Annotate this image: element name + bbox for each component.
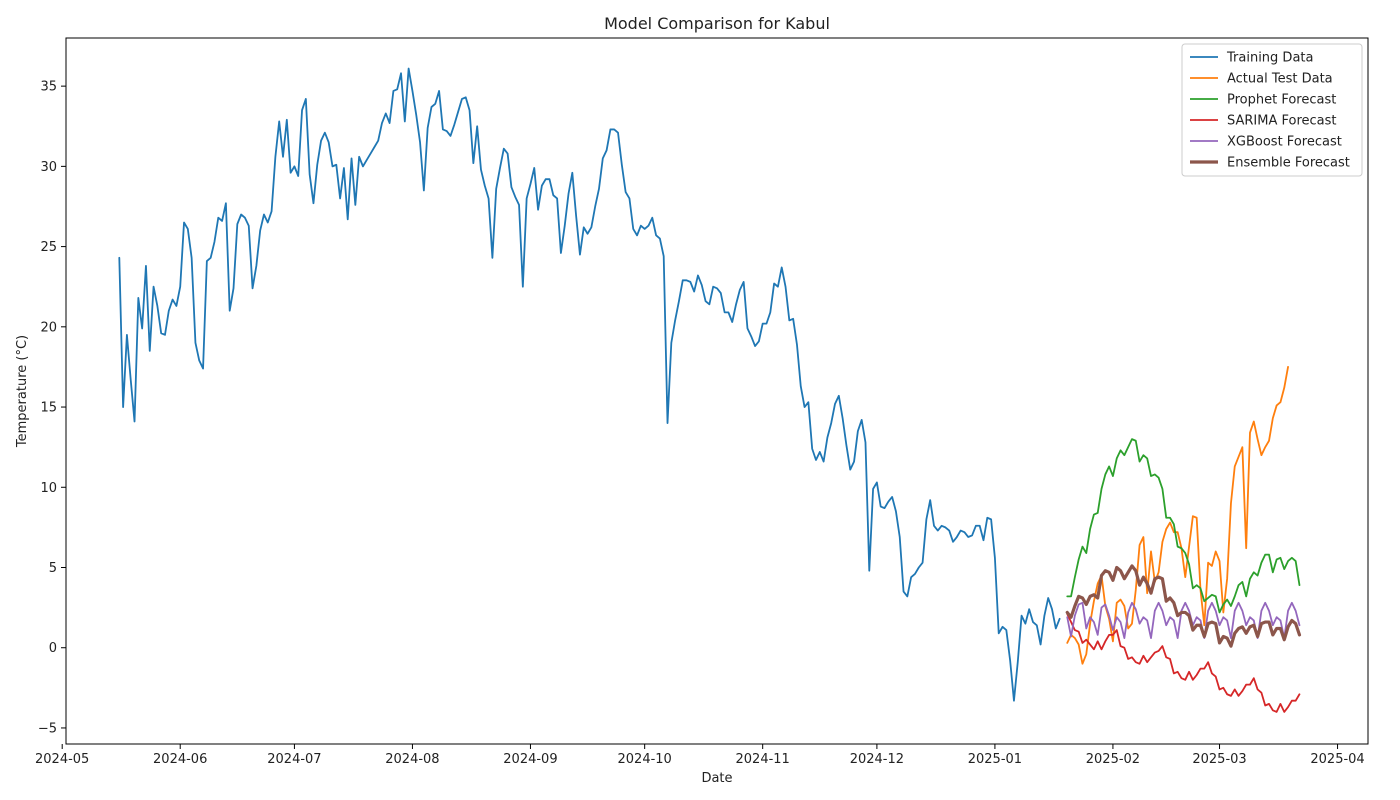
y-tick-label: 15	[40, 401, 57, 416]
legend-label-prophet-forecast: Prophet Forecast	[1227, 93, 1336, 108]
y-axis: −5 0 5 10 15 20 25 30 35	[38, 80, 66, 736]
y-tick-label: 30	[40, 160, 57, 175]
y-tick-label: 5	[49, 561, 57, 576]
series-line-sarima-forecast	[1066, 613, 1301, 713]
x-tick-label: 2025-01	[968, 752, 1022, 767]
x-tick-label: 2024-12	[850, 752, 904, 767]
series-line-ensemble-forecast	[1065, 564, 1302, 648]
legend-label-training-data: Training Data	[1226, 51, 1313, 66]
x-tick-label: 2024-05	[35, 752, 89, 767]
series-line-actual-test-data	[1066, 366, 1289, 665]
y-axis-label: Temperature (°C)	[15, 335, 30, 448]
y-tick-label: 25	[40, 240, 57, 255]
legend-label-sarima-forecast: SARIMA Forecast	[1227, 114, 1337, 129]
x-tick-label: 2024-11	[736, 752, 790, 767]
y-tick-label: 0	[49, 641, 57, 656]
series-line-prophet-forecast	[1066, 438, 1301, 614]
x-tick-label: 2024-08	[385, 752, 439, 767]
legend-label-xgboost-forecast: XGBoost Forecast	[1227, 135, 1342, 150]
legend: Training Data Actual Test Data Prophet For…	[1181, 43, 1363, 177]
y-tick-label: 10	[40, 481, 57, 496]
legend-label-actual-test-data: Actual Test Data	[1227, 72, 1333, 87]
x-axis-label: Date	[701, 771, 732, 786]
y-tick-label: 35	[40, 80, 57, 95]
x-tick-label: 2024-07	[267, 752, 321, 767]
x-tick-label: 2025-02	[1086, 752, 1140, 767]
legend-box	[1181, 43, 1363, 177]
x-axis: 2024-05 2024-06 2024-07 2024-08 2024-09 2024-…	[35, 744, 1365, 767]
x-tick-label: 2025-03	[1192, 752, 1246, 767]
series-line-training-data	[118, 67, 1061, 702]
plot-area	[118, 67, 1302, 713]
legend-label-ensemble-forecast: Ensemble Forecast	[1227, 156, 1350, 171]
y-tick-label: −5	[38, 721, 57, 736]
x-tick-label: 2024-06	[153, 752, 207, 767]
x-tick-label: 2024-09	[503, 752, 557, 767]
chart-title: Model Comparison for Kabul	[604, 14, 830, 33]
y-tick-label: 20	[40, 320, 57, 335]
x-tick-label: 2025-04	[1310, 752, 1364, 767]
plot-frame	[65, 37, 1369, 745]
x-tick-label: 2024-10	[618, 752, 672, 767]
series-line-xgboost-forecast	[1066, 601, 1301, 639]
